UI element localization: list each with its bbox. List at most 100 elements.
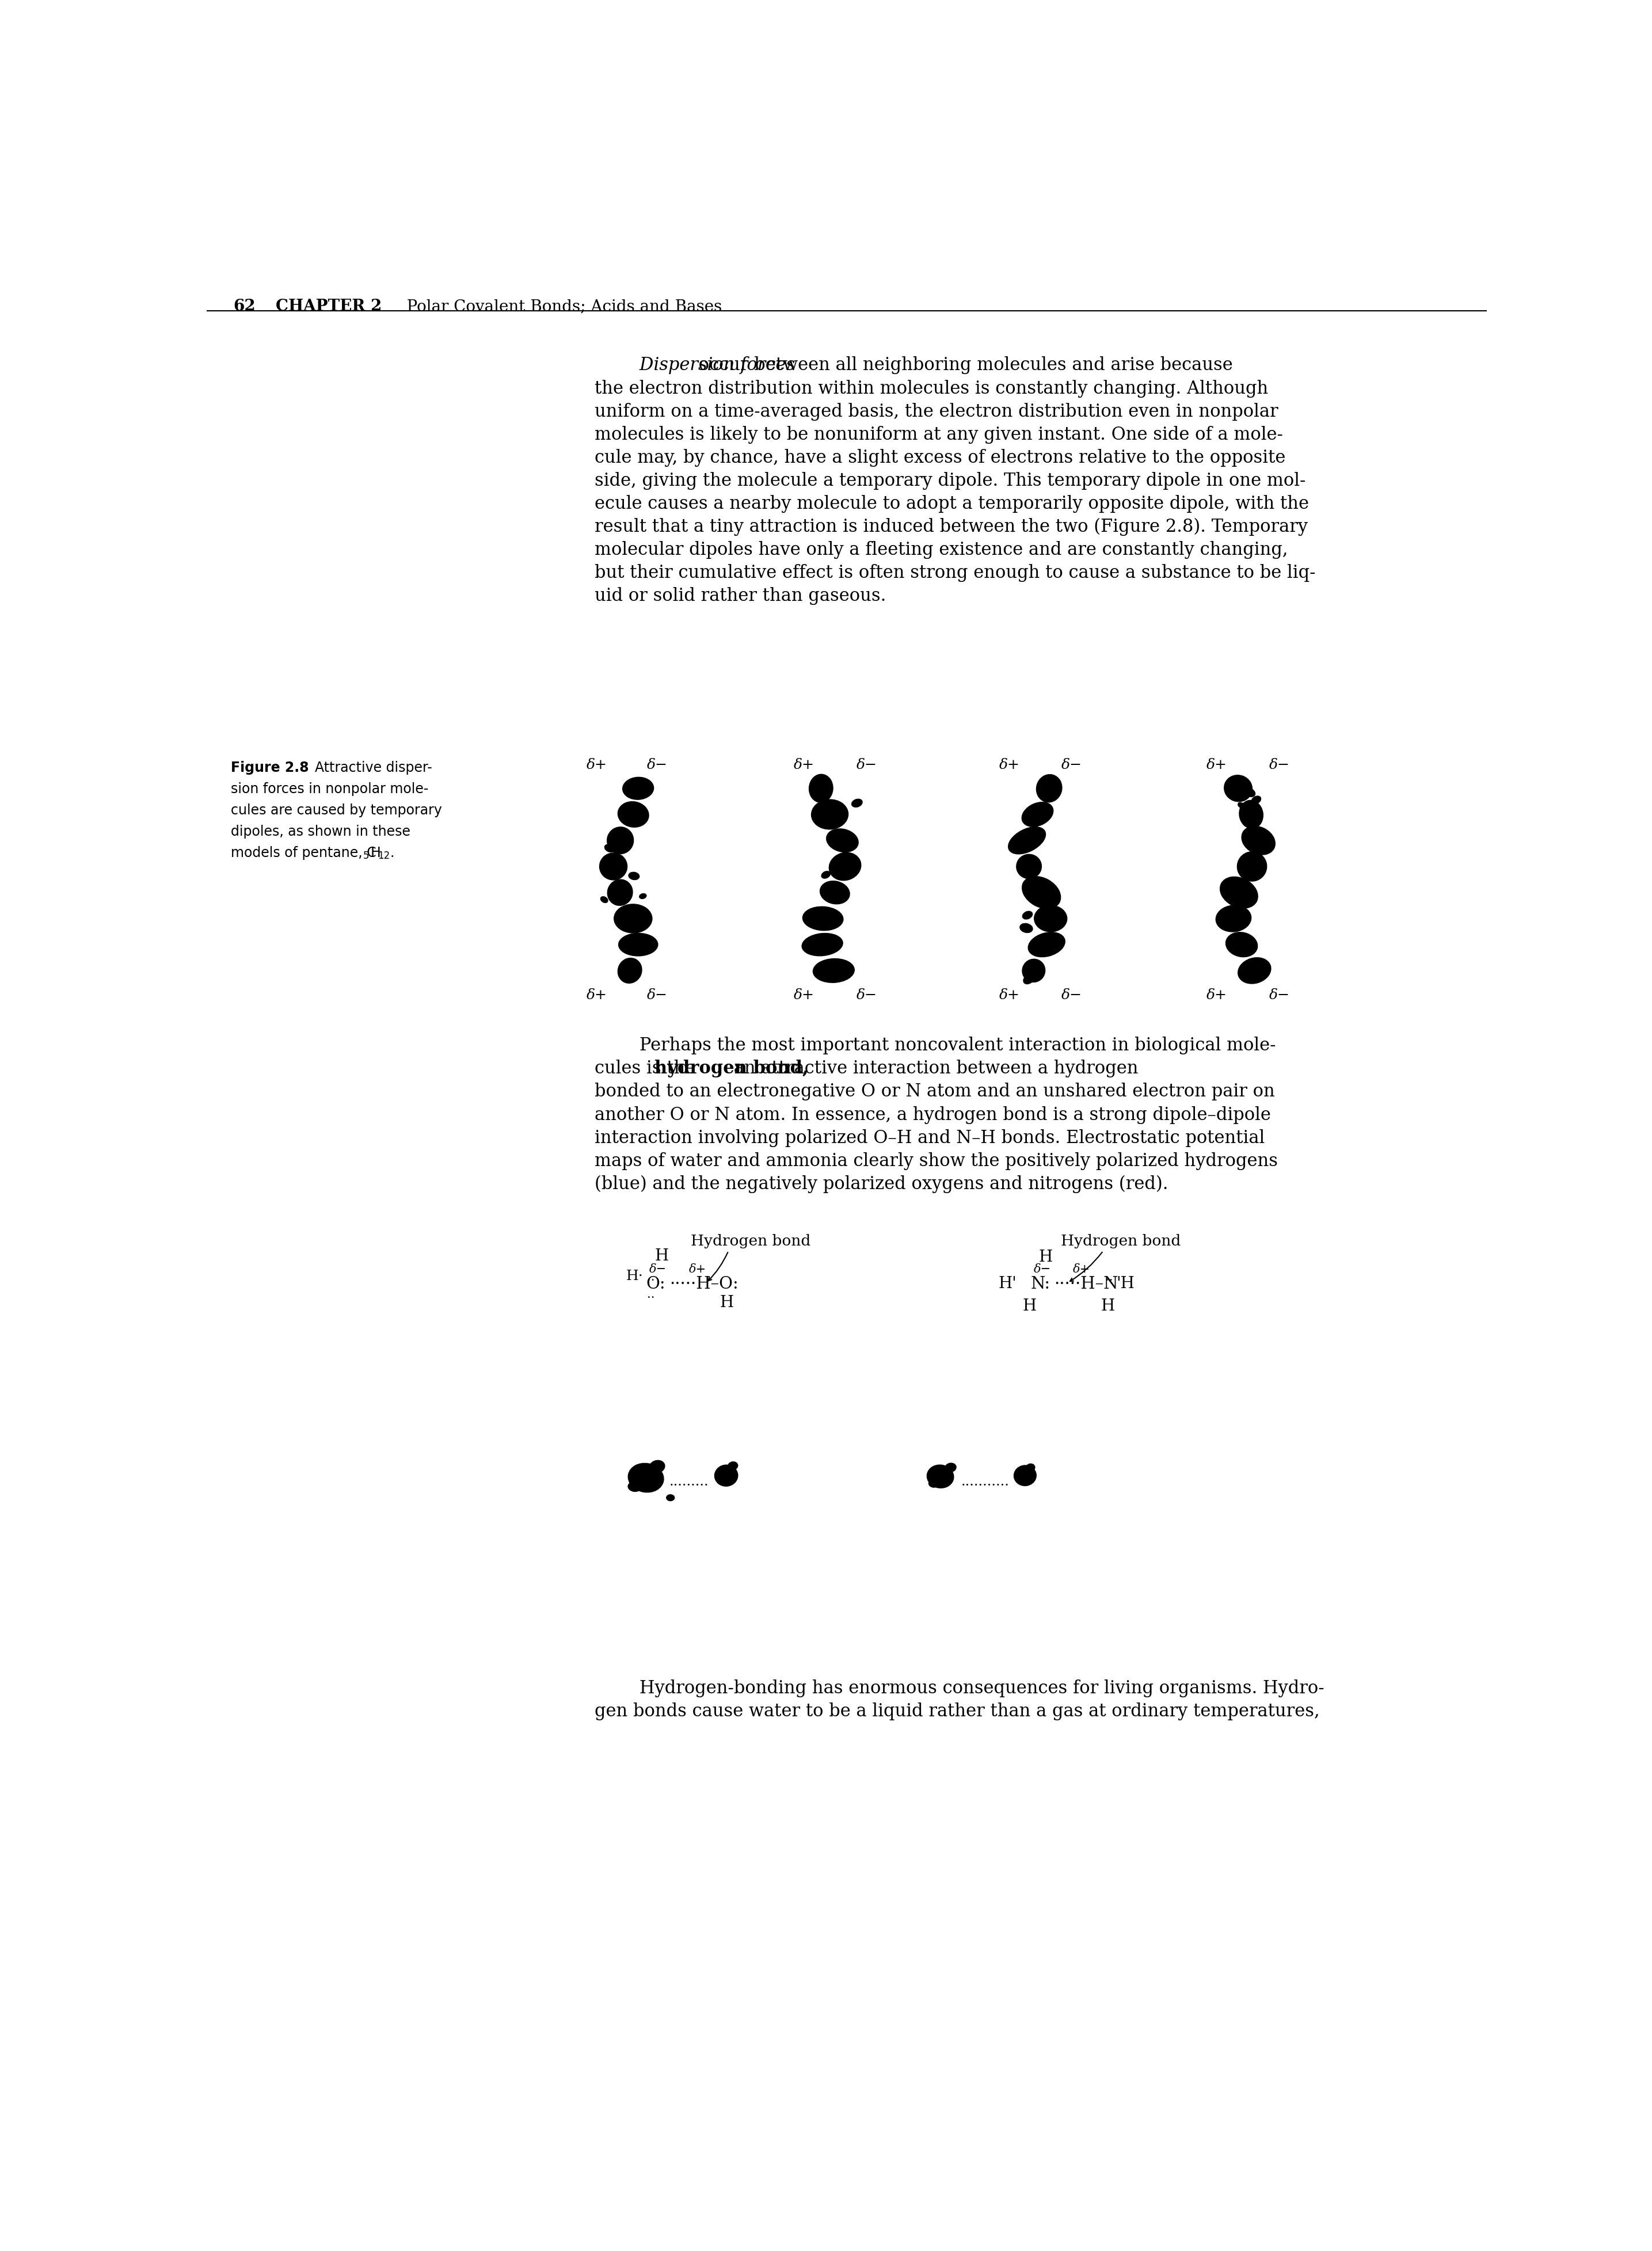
Text: δ+: δ+ [586, 988, 608, 1002]
Ellipse shape [1019, 923, 1032, 932]
Text: uniform on a time-averaged basis, the electron distribution even in nonpolar: uniform on a time-averaged basis, the el… [595, 403, 1279, 421]
Ellipse shape [843, 837, 854, 844]
Text: 62: 62 [233, 299, 256, 315]
Text: δ+: δ+ [999, 759, 1019, 772]
Ellipse shape [1023, 912, 1032, 918]
Text: δ+: δ+ [1206, 988, 1227, 1002]
Text: 12: 12 [378, 851, 390, 862]
Ellipse shape [666, 1495, 674, 1501]
Ellipse shape [618, 934, 657, 957]
Ellipse shape [601, 896, 608, 903]
Text: another O or N atom. In essence, a hydrogen bond is a strong dipole–dipole: another O or N atom. In essence, a hydro… [595, 1105, 1270, 1123]
Ellipse shape [1256, 833, 1262, 840]
Text: molecular dipoles have only a fleeting existence and are constantly changing,: molecular dipoles have only a fleeting e… [595, 540, 1289, 558]
Text: .: . [390, 846, 395, 860]
Text: (blue) and the negatively polarized oxygens and nitrogens (red).: (blue) and the negatively polarized oxyg… [595, 1175, 1168, 1193]
Text: H: H [1100, 1299, 1115, 1315]
Text: Polar Covalent Bonds; Acids and Bases: Polar Covalent Bonds; Acids and Bases [392, 299, 722, 315]
Ellipse shape [811, 799, 847, 828]
Ellipse shape [605, 844, 615, 853]
Text: δ+: δ+ [689, 1265, 707, 1274]
Ellipse shape [1024, 975, 1034, 984]
Text: δ−: δ− [1269, 759, 1290, 772]
Text: cules are caused by temporary: cules are caused by temporary [231, 804, 443, 817]
Text: models of pentane, C: models of pentane, C [231, 846, 377, 860]
Ellipse shape [606, 826, 633, 853]
Text: the electron distribution within molecules is constantly changing. Although: the electron distribution within molecul… [595, 380, 1269, 398]
Text: δ−: δ− [856, 988, 877, 1002]
Text: interaction involving polarized O–H and N–H bonds. Electrostatic potential: interaction involving polarized O–H and … [595, 1130, 1265, 1146]
Text: H·: H· [626, 1270, 643, 1283]
Ellipse shape [829, 853, 861, 880]
Text: H: H [720, 1294, 733, 1310]
Ellipse shape [1242, 826, 1275, 855]
Text: ·····H–O:: ·····H–O: [669, 1276, 738, 1292]
Ellipse shape [1239, 801, 1264, 828]
Text: dipoles, as shown in these: dipoles, as shown in these [231, 824, 411, 840]
Ellipse shape [623, 777, 654, 799]
Text: Perhaps the most important noncovalent interaction in biological mole-: Perhaps the most important noncovalent i… [595, 1038, 1275, 1056]
Text: δ+: δ+ [999, 988, 1019, 1002]
Text: hydrogen bond,: hydrogen bond, [654, 1060, 808, 1078]
Text: bonded to an electronegative O or N atom and an unshared electron pair on: bonded to an electronegative O or N atom… [595, 1083, 1275, 1101]
Ellipse shape [715, 1465, 738, 1486]
Ellipse shape [1224, 774, 1252, 801]
Ellipse shape [729, 1461, 738, 1470]
Ellipse shape [809, 774, 833, 801]
Ellipse shape [945, 1463, 957, 1472]
Text: H: H [1023, 1299, 1037, 1315]
Ellipse shape [1237, 957, 1270, 984]
Ellipse shape [608, 880, 633, 905]
Text: ecule causes a nearby molecule to adopt a temporarily opposite dipole, with the: ecule causes a nearby molecule to adopt … [595, 495, 1308, 513]
Ellipse shape [1226, 932, 1257, 957]
Text: uid or solid rather than gaseous.: uid or solid rather than gaseous. [595, 588, 885, 606]
Text: H: H [654, 1249, 669, 1263]
Ellipse shape [1008, 826, 1046, 853]
Ellipse shape [1023, 876, 1061, 909]
Ellipse shape [629, 871, 639, 880]
Ellipse shape [1023, 959, 1046, 981]
Ellipse shape [649, 1461, 664, 1472]
Text: δ−: δ− [646, 988, 667, 1002]
Ellipse shape [1036, 774, 1062, 801]
Text: H': H' [998, 1276, 1016, 1292]
Ellipse shape [1034, 905, 1067, 932]
Ellipse shape [1216, 905, 1251, 932]
Ellipse shape [1049, 943, 1059, 950]
Ellipse shape [639, 894, 646, 898]
Text: δ+: δ+ [586, 759, 608, 772]
Text: sion forces in nonpolar mole-: sion forces in nonpolar mole- [231, 783, 428, 797]
Text: δ−: δ− [856, 759, 877, 772]
Ellipse shape [1237, 804, 1244, 808]
Text: Hydrogen-bonding has enormous consequences for living organisms. Hydro-: Hydrogen-bonding has enormous consequenc… [595, 1679, 1325, 1697]
Text: an attractive interaction between a hydrogen: an attractive interaction between a hydr… [729, 1060, 1138, 1078]
Ellipse shape [615, 905, 653, 932]
Text: ···········: ··········· [961, 1479, 1009, 1492]
Ellipse shape [618, 801, 649, 826]
Ellipse shape [813, 959, 854, 984]
Ellipse shape [852, 799, 862, 808]
Text: Hydrogen bond: Hydrogen bond [1061, 1234, 1181, 1249]
Ellipse shape [839, 871, 847, 876]
Ellipse shape [928, 1479, 938, 1488]
Ellipse shape [1014, 1465, 1036, 1486]
Text: result that a tiny attraction is induced between the two (Figure 2.8). Temporary: result that a tiny attraction is induced… [595, 518, 1308, 536]
Text: maps of water and ammonia clearly show the positively polarized hydrogens: maps of water and ammonia clearly show t… [595, 1153, 1279, 1171]
Text: ·····H–N: ·····H–N [1054, 1276, 1118, 1292]
Ellipse shape [1237, 851, 1267, 880]
Text: Attractive disper-: Attractive disper- [306, 761, 431, 774]
Text: δ−: δ− [1269, 988, 1290, 1002]
Ellipse shape [1016, 855, 1041, 878]
Text: cule may, by chance, have a slight excess of electrons relative to the opposite: cule may, by chance, have a slight exces… [595, 448, 1285, 466]
Text: 'H: 'H [1117, 1276, 1135, 1292]
Text: δ+: δ+ [795, 988, 814, 1002]
Ellipse shape [1028, 932, 1066, 957]
Text: but their cumulative effect is often strong enough to cause a substance to be li: but their cumulative effect is often str… [595, 565, 1315, 581]
Text: δ−: δ− [1062, 988, 1082, 1002]
Ellipse shape [1252, 797, 1260, 804]
Text: CHAPTER 2: CHAPTER 2 [276, 299, 382, 315]
Ellipse shape [927, 1465, 953, 1488]
Text: Hydrogen bond: Hydrogen bond [691, 1234, 811, 1249]
Text: δ−: δ− [649, 1265, 666, 1274]
Ellipse shape [1026, 1463, 1034, 1472]
